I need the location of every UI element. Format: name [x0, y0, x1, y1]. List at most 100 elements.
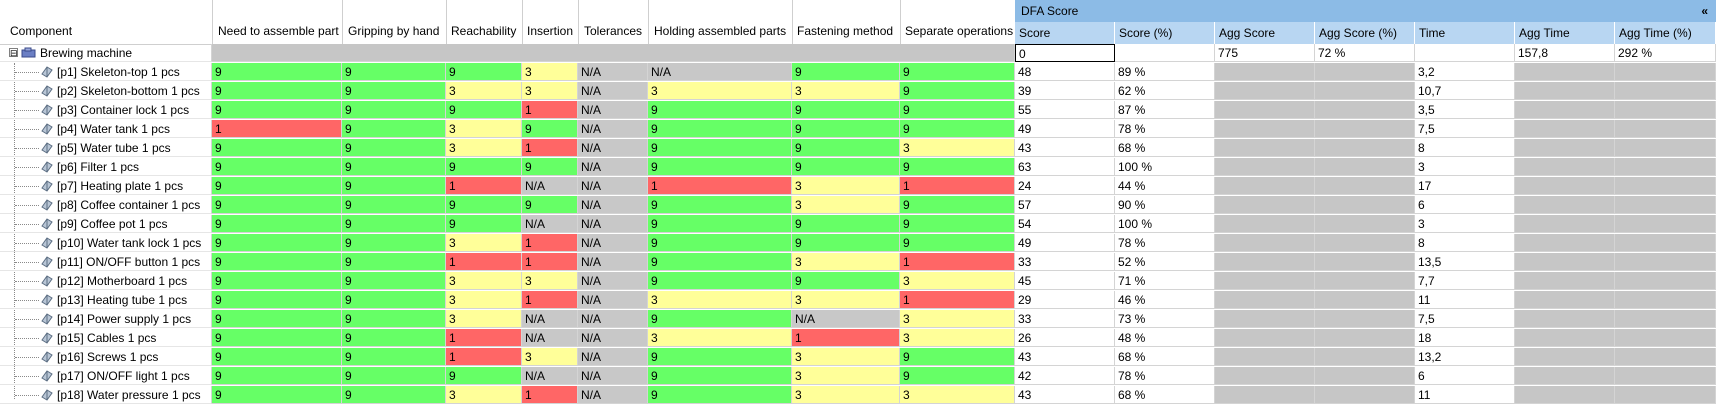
cell-score-pct[interactable]: 68 % [1115, 139, 1215, 157]
cell-fastening[interactable]: N/A [792, 310, 900, 328]
root-time[interactable] [1415, 44, 1515, 62]
table-row[interactable]: [p4] Water tank 1 pcs 1 9 3 9 N/A 9 9 9 49 78 % 7,5 [0, 120, 1716, 139]
cell-agg-time[interactable] [1515, 310, 1615, 328]
cell-holding[interactable]: 9 [648, 348, 792, 366]
cell-agg-time[interactable] [1515, 139, 1615, 157]
cell-separate-ops[interactable]: 9 [900, 196, 1015, 214]
cell-agg-score[interactable] [1215, 82, 1315, 100]
cell-need-to-assemble[interactable]: 9 [212, 348, 342, 366]
component-cell[interactable]: [p14] Power supply 1 pcs [0, 310, 212, 328]
cell-score-pct[interactable]: 68 % [1115, 386, 1215, 404]
cell-tolerances[interactable]: N/A [578, 234, 648, 252]
cell-score[interactable]: 57 [1015, 196, 1115, 214]
cell-fastening[interactable]: 3 [792, 82, 900, 100]
cell-insertion[interactable]: 1 [522, 253, 578, 271]
root-component-cell[interactable]: ⊟ Brewing machine [0, 44, 212, 62]
cell-agg-score-pct[interactable] [1315, 291, 1415, 309]
dfa-header-score[interactable]: Score [1015, 22, 1115, 44]
cell-agg-score[interactable] [1215, 215, 1315, 233]
root-score[interactable]: 0 [1015, 44, 1115, 62]
cell-agg-score-pct[interactable] [1315, 310, 1415, 328]
cell-score-pct[interactable]: 73 % [1115, 310, 1215, 328]
cell-tolerances[interactable]: N/A [578, 101, 648, 119]
collapse-icon[interactable]: ⊟ [9, 48, 18, 58]
cell-score[interactable]: 49 [1015, 234, 1115, 252]
component-cell[interactable]: [p8] Coffee container 1 pcs [0, 196, 212, 214]
cell-score[interactable]: 29 [1015, 291, 1115, 309]
cell-agg-score-pct[interactable] [1315, 272, 1415, 290]
cell-agg-time-pct[interactable] [1615, 101, 1716, 119]
cell-tolerances[interactable]: N/A [578, 367, 648, 385]
cell-score[interactable]: 48 [1015, 63, 1115, 81]
cell-score[interactable]: 33 [1015, 310, 1115, 328]
cell-agg-score-pct[interactable] [1315, 234, 1415, 252]
cell-tolerances[interactable]: N/A [578, 329, 648, 347]
cell-tolerances[interactable]: N/A [578, 291, 648, 309]
cell-fastening[interactable]: 9 [792, 234, 900, 252]
cell-score-pct[interactable]: 89 % [1115, 63, 1215, 81]
cell-reachability[interactable]: 9 [446, 63, 522, 81]
cell-need-to-assemble[interactable]: 9 [212, 158, 342, 176]
cell-need-to-assemble[interactable]: 9 [212, 367, 342, 385]
cell-gripping[interactable]: 9 [342, 348, 446, 366]
cell-gripping[interactable]: 9 [342, 253, 446, 271]
component-cell[interactable]: [p5] Water tube 1 pcs [0, 139, 212, 157]
cell-reachability[interactable]: 1 [446, 329, 522, 347]
cell-need-to-assemble[interactable]: 9 [212, 291, 342, 309]
column-header-separate-ops[interactable]: Separate operations [905, 24, 1014, 38]
cell-time[interactable]: 11 [1415, 291, 1515, 309]
cell-separate-ops[interactable]: 3 [900, 386, 1015, 404]
cell-time[interactable]: 7,5 [1415, 120, 1515, 138]
cell-reachability[interactable]: 3 [446, 272, 522, 290]
cell-agg-time[interactable] [1515, 196, 1615, 214]
cell-insertion[interactable]: 1 [522, 234, 578, 252]
cell-agg-time-pct[interactable] [1615, 329, 1716, 347]
cell-score-pct[interactable]: 90 % [1115, 196, 1215, 214]
cell-agg-score[interactable] [1215, 386, 1315, 404]
cell-holding[interactable]: 9 [648, 101, 792, 119]
column-header-component[interactable]: Component [10, 24, 73, 38]
cell-separate-ops[interactable]: 9 [900, 120, 1015, 138]
cell-gripping[interactable]: 9 [342, 120, 446, 138]
cell-agg-score-pct[interactable] [1315, 101, 1415, 119]
table-row[interactable]: [p17] ON/OFF light 1 pcs 9 9 9 N/A N/A 9 3 9 42 78… [0, 367, 1716, 386]
column-header-gripping[interactable]: Gripping by hand [348, 24, 440, 38]
cell-agg-score-pct[interactable] [1315, 196, 1415, 214]
component-cell[interactable]: [p2] Skeleton-bottom 1 pcs [0, 82, 212, 100]
cell-agg-time-pct[interactable] [1615, 386, 1716, 404]
cell-tolerances[interactable]: N/A [578, 215, 648, 233]
component-cell[interactable]: [p7] Heating plate 1 pcs [0, 177, 212, 195]
cell-agg-score[interactable] [1215, 139, 1315, 157]
cell-fastening[interactable]: 9 [792, 101, 900, 119]
column-header-need-to-assemble[interactable]: Need to assemble part [218, 24, 339, 38]
cell-agg-score[interactable] [1215, 196, 1315, 214]
cell-insertion[interactable]: 1 [522, 386, 578, 404]
cell-reachability[interactable]: 3 [446, 310, 522, 328]
cell-agg-time[interactable] [1515, 63, 1615, 81]
cell-score[interactable]: 24 [1015, 177, 1115, 195]
cell-holding[interactable]: 9 [648, 234, 792, 252]
dfa-header-score-pct[interactable]: Score (%) [1115, 22, 1215, 44]
cell-reachability[interactable]: 1 [446, 177, 522, 195]
cell-agg-time[interactable] [1515, 158, 1615, 176]
table-row[interactable]: [p2] Skeleton-bottom 1 pcs 9 9 3 3 N/A 3 3 9 39 62… [0, 82, 1716, 101]
cell-agg-score[interactable] [1215, 348, 1315, 366]
cell-reachability[interactable]: 3 [446, 234, 522, 252]
cell-score[interactable]: 33 [1015, 253, 1115, 271]
cell-agg-score-pct[interactable] [1315, 215, 1415, 233]
component-cell[interactable]: [p10] Water tank lock 1 pcs [0, 234, 212, 252]
cell-agg-score[interactable] [1215, 253, 1315, 271]
cell-time[interactable]: 3,2 [1415, 63, 1515, 81]
cell-agg-score[interactable] [1215, 234, 1315, 252]
cell-holding[interactable]: 9 [648, 158, 792, 176]
cell-insertion[interactable]: 9 [522, 120, 578, 138]
cell-agg-time[interactable] [1515, 82, 1615, 100]
cell-separate-ops[interactable]: 9 [900, 63, 1015, 81]
cell-agg-score-pct[interactable] [1315, 367, 1415, 385]
cell-need-to-assemble[interactable]: 1 [212, 120, 342, 138]
cell-need-to-assemble[interactable]: 9 [212, 139, 342, 157]
cell-gripping[interactable]: 9 [342, 367, 446, 385]
cell-time[interactable]: 3 [1415, 158, 1515, 176]
cell-insertion[interactable]: 3 [522, 63, 578, 81]
root-agg-score-pct[interactable]: 72 % [1315, 44, 1415, 62]
